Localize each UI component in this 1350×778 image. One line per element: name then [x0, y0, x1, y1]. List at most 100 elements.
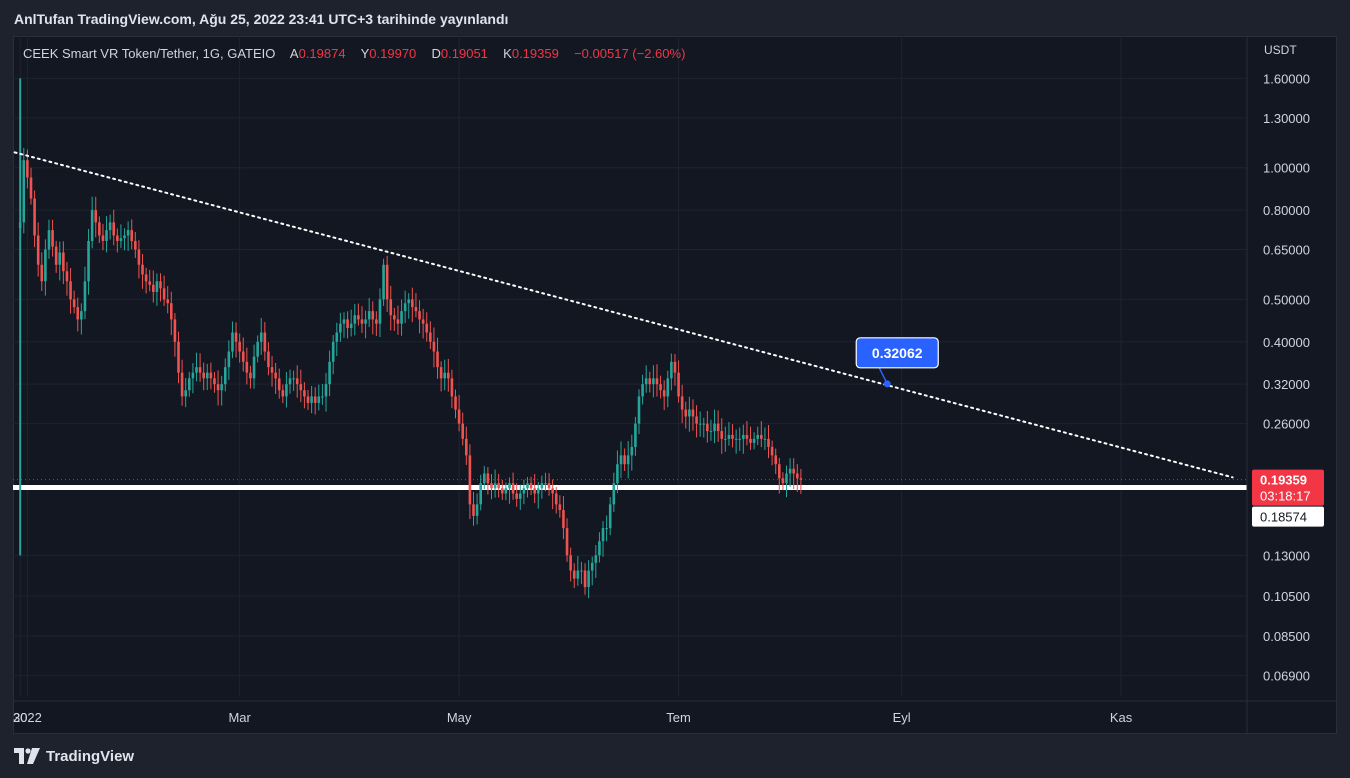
- candle-body: [44, 249, 47, 282]
- candle-body: [173, 319, 177, 342]
- candle-body: [112, 222, 116, 236]
- candle-body: [439, 367, 443, 379]
- symbol-label: CEEK Smart VR Token/Tether, 1G, GATEIO: [23, 46, 276, 61]
- candle-body: [770, 446, 774, 456]
- high-label: Y: [360, 46, 370, 61]
- trend-line-layer[interactable]: [13, 146, 1234, 479]
- price-tick-label: 0.13000: [1263, 548, 1310, 563]
- candle-body: [472, 504, 475, 516]
- candle: [461, 412, 465, 446]
- annotation-layer[interactable]: 0.32062: [855, 337, 939, 388]
- candle-body: [252, 356, 256, 379]
- candle-body: [425, 323, 429, 333]
- chart-canvas[interactable]: 0.32062 1.60000 1.30000 1.00000 0.80000 0.65…: [13, 36, 1337, 734]
- candle-body: [677, 372, 680, 397]
- candle-body: [616, 464, 619, 484]
- candle-body: [357, 315, 360, 320]
- candle-body: [65, 271, 69, 282]
- candle-body: [795, 473, 799, 479]
- candle: [202, 362, 205, 391]
- candle: [346, 311, 349, 339]
- candle-body: [486, 473, 490, 484]
- trend-line[interactable]: [13, 146, 1234, 479]
- candle: [558, 495, 562, 518]
- candle-body: [177, 341, 180, 373]
- candle: [274, 362, 277, 394]
- axes: 1.60000 1.30000 1.00000 0.80000 0.65000 0.500…: [13, 36, 1337, 734]
- candle: [799, 468, 803, 494]
- candle: [213, 372, 216, 393]
- candle-body: [62, 252, 65, 272]
- candle: [630, 434, 634, 471]
- last-price-badge[interactable]: [1252, 469, 1324, 506]
- candle-body: [734, 438, 738, 440]
- candle: [69, 267, 72, 314]
- candle: [76, 297, 80, 332]
- candle-body: [702, 423, 706, 425]
- candle: [400, 299, 403, 336]
- candle-body: [551, 488, 554, 494]
- candle-body: [241, 351, 245, 362]
- tradingview-logo[interactable]: TradingView: [14, 746, 134, 766]
- horizontal-line-layer: [13, 479, 1247, 491]
- candle: [364, 310, 367, 339]
- candle-body: [310, 396, 313, 403]
- candle: [389, 285, 393, 331]
- candle-body: [414, 307, 418, 312]
- candle: [299, 369, 303, 403]
- candle: [666, 370, 670, 408]
- candle: [303, 382, 306, 409]
- candle: [490, 474, 493, 500]
- candle: [263, 322, 267, 361]
- candle: [148, 269, 152, 292]
- candle-body: [572, 570, 576, 579]
- candle-body: [479, 483, 482, 505]
- candle: [565, 518, 569, 562]
- candle-body: [598, 541, 601, 556]
- candle: [187, 371, 191, 397]
- candle-body: [51, 230, 54, 247]
- candle-body: [659, 384, 662, 391]
- candle: [536, 482, 540, 509]
- candle-body: [666, 378, 670, 397]
- candle-body: [36, 235, 40, 265]
- candle-body: [731, 434, 734, 439]
- open-label: A: [289, 46, 299, 61]
- candle: [626, 441, 630, 479]
- candle: [457, 394, 461, 432]
- tradingview-brand: TradingView: [46, 747, 135, 765]
- price-tick-label: 1.00000: [1263, 161, 1310, 176]
- candle: [231, 321, 234, 359]
- candle: [126, 221, 130, 251]
- currency-label[interactable]: USDT: [1264, 43, 1297, 57]
- candle-body: [450, 378, 454, 397]
- candle: [385, 255, 389, 312]
- candle: [33, 190, 36, 248]
- candle: [382, 258, 385, 306]
- candle: [36, 222, 40, 277]
- candle: [702, 417, 706, 438]
- candle: [475, 493, 479, 525]
- candle-body: [691, 409, 695, 417]
- line-price-badge[interactable]: [1252, 506, 1324, 527]
- candle-body: [375, 319, 378, 324]
- candle-body: [202, 372, 205, 379]
- candle-body: [209, 372, 213, 379]
- candle-body: [630, 446, 634, 456]
- candle: [605, 515, 608, 542]
- candle-body: [263, 332, 267, 352]
- candle: [414, 293, 418, 318]
- candle: [601, 521, 605, 557]
- candle: [616, 450, 619, 494]
- candle-body: [716, 423, 720, 432]
- candle-body: [493, 483, 497, 489]
- annotation-anchor-dot[interactable]: [883, 380, 891, 388]
- candle: [144, 267, 148, 294]
- candle-body: [187, 378, 191, 391]
- candle: [353, 303, 357, 336]
- candle: [515, 483, 518, 507]
- annotation-badge[interactable]: [855, 337, 939, 369]
- time-tick-label: Tem: [666, 710, 691, 725]
- candle-body: [536, 488, 540, 494]
- candle: [267, 342, 270, 376]
